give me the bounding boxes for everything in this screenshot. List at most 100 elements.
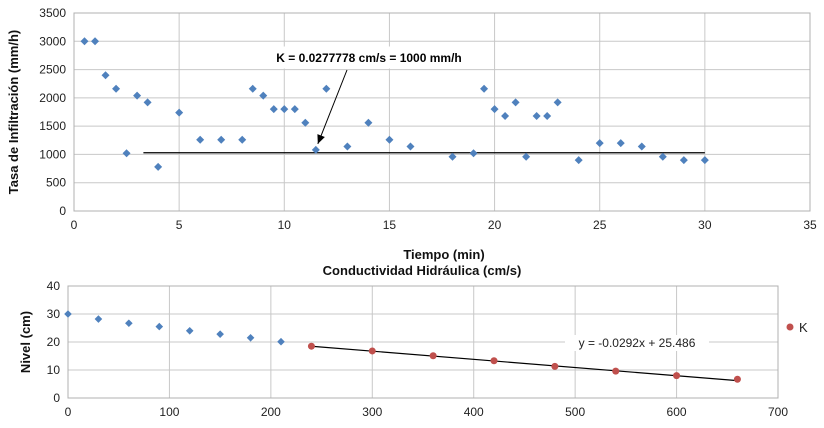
top-data-point [501, 111, 510, 120]
top-data-point [269, 105, 278, 114]
top-data-point [112, 84, 121, 93]
bottom-data-point [94, 315, 103, 323]
bottom-x-tick-label: 100 [159, 405, 179, 419]
top-data-point [133, 91, 142, 100]
k-data-point [429, 352, 437, 360]
top-x-tick-label: 5 [176, 218, 183, 232]
equation-box [565, 335, 709, 351]
top-data-point [532, 111, 541, 120]
top-data-point [448, 152, 457, 161]
top-data-point [143, 98, 152, 107]
k-data-point [733, 375, 741, 383]
top-data-point [343, 142, 352, 151]
bottom-data-point [155, 322, 164, 331]
annotation-arrow [317, 69, 348, 145]
bottom-y-tick-label: 40 [47, 279, 61, 293]
bottom-data-point [216, 330, 224, 338]
top-data-point [700, 156, 709, 165]
top-data-point [511, 98, 520, 107]
top-data-point [322, 84, 331, 93]
bottom-data-point [64, 310, 72, 318]
top-data-point [238, 135, 247, 144]
top-data-point [595, 139, 604, 148]
bottom-y-tick-label: 20 [47, 335, 61, 349]
top-data-point [280, 105, 289, 114]
top-data-point [80, 37, 89, 46]
trendline-equation: y = -0.0292x + 25.486 [579, 336, 696, 350]
top-data-point [122, 149, 131, 158]
bottom-data-point [185, 327, 194, 335]
top-y-tick-label: 1500 [39, 119, 66, 133]
bottom-data-point [125, 319, 133, 328]
top-x-tick-label: 20 [488, 218, 502, 232]
top-data-point [196, 135, 205, 144]
top-data-point [658, 152, 667, 161]
top-tick-labels: 0 500 1000 1500 2000 2500 3000 3500 0 5 10 15 20 25 30… [39, 6, 817, 232]
top-data-point [543, 111, 552, 120]
top-data-point [217, 135, 226, 144]
top-data-point [259, 91, 268, 100]
infiltration-chart: 0 500 1000 1500 2000 2500 3000 3500 0 5 10 15 20 25 30… [6, 6, 817, 262]
annotation-arrowhead [317, 134, 325, 144]
bottom-data-point [246, 334, 255, 342]
annotation-text: K = 0.0277778 cm/s = 1000 mm/h [276, 51, 461, 65]
top-data-point [522, 152, 531, 161]
top-y-tick-label: 3000 [39, 34, 66, 48]
top-data-point [553, 98, 562, 107]
top-x-tick-label: 10 [278, 218, 292, 232]
bottom-x-tick-label: 700 [768, 405, 788, 419]
legend: K [786, 320, 808, 335]
top-plot-frame [73, 12, 811, 212]
bottom-y-axis-label: Nivel (cm) [18, 311, 33, 373]
top-data-point [101, 71, 110, 80]
bottom-plot-frame [67, 285, 779, 399]
top-x-tick-label: 30 [698, 218, 712, 232]
top-x-tick-label: 25 [593, 218, 607, 232]
k-data-point [307, 342, 315, 350]
bottom-points [64, 310, 741, 383]
top-data-point [480, 84, 489, 93]
top-data-point [679, 156, 688, 165]
top-y-axis-label: Tasa de Infiltración (mm/h) [6, 30, 21, 194]
legend-marker-k [786, 323, 794, 331]
top-data-point [406, 142, 415, 151]
top-data-point [91, 37, 100, 46]
k-data-point [612, 367, 620, 375]
bottom-x-tick-label: 300 [362, 405, 382, 419]
top-x-axis-label: Tiempo (min) [403, 247, 484, 262]
top-data-point [248, 84, 257, 93]
k-data-point [490, 357, 498, 365]
top-y-tick-label: 2500 [39, 63, 66, 77]
k-data-point [368, 347, 376, 355]
bottom-x-tick-label: 400 [464, 405, 484, 419]
top-x-tick-label: 0 [71, 218, 78, 232]
legend-label-k: K [799, 320, 808, 335]
bottom-x-tick-label: 0 [65, 405, 72, 419]
bottom-data-point [277, 337, 285, 346]
top-data-point [637, 142, 646, 151]
top-data-point [469, 149, 478, 158]
trendline [311, 345, 738, 382]
top-data-point [290, 105, 299, 114]
top-grid [73, 12, 811, 212]
bottom-x-tick-label: 500 [565, 405, 585, 419]
bottom-y-tick-label: 30 [47, 307, 61, 321]
k-data-point [673, 372, 681, 380]
annotation-box [258, 46, 480, 69]
top-data-point [175, 108, 184, 117]
top-y-tick-label: 500 [46, 176, 66, 190]
bottom-y-tick-label: 10 [47, 363, 61, 377]
top-y-tick-label: 0 [59, 204, 66, 218]
top-data-point [385, 135, 394, 144]
top-y-tick-label: 2000 [39, 91, 66, 105]
top-data-point [364, 118, 373, 127]
top-data-point [490, 105, 499, 114]
top-x-tick-label: 15 [383, 218, 397, 232]
conductivity-chart: Conductividad Hidráulica (cm/s) 0 10 20 30 4… [18, 263, 808, 419]
top-annotation-group: K = 0.0277778 cm/s = 1000 mm/h [258, 46, 480, 145]
bottom-chart-title: Conductividad Hidráulica (cm/s) [323, 263, 522, 278]
top-data-point [154, 162, 163, 171]
top-points [80, 37, 709, 171]
